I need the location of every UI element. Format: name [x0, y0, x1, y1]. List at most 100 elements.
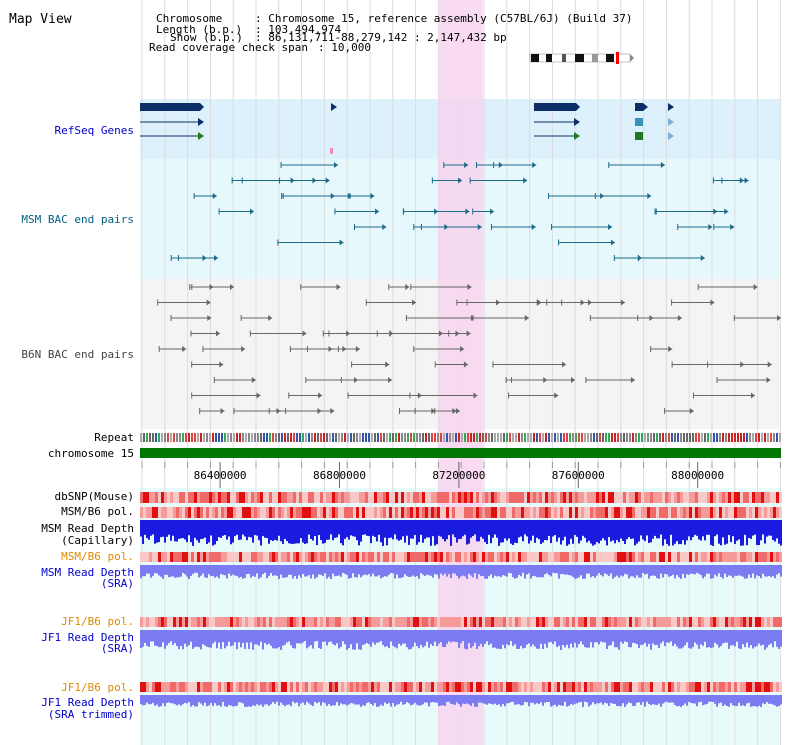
depth-bar	[156, 565, 158, 574]
msm-bac-pair-arrow	[744, 177, 749, 184]
polymorphism-cell	[584, 552, 587, 562]
depth-bar	[540, 695, 542, 703]
depth-bar	[690, 695, 692, 703]
chromosome-ideogram[interactable]	[529, 52, 634, 64]
polymorphism-cell	[764, 507, 767, 518]
depth-bar	[300, 630, 302, 644]
depth-bar	[162, 520, 164, 537]
depth-bar	[384, 695, 386, 703]
polymorphism-cell	[677, 617, 680, 627]
depth-bar	[570, 695, 572, 705]
depth-bar	[392, 630, 394, 646]
repeat-mark	[659, 433, 661, 442]
repeat-mark	[650, 433, 652, 442]
polymorphism-cell	[272, 552, 275, 562]
depth-bar	[586, 565, 588, 574]
depth-bar	[484, 630, 486, 644]
depth-bar	[634, 695, 636, 706]
depth-bar	[730, 565, 732, 576]
repeat-mark	[485, 433, 487, 442]
depth-bar	[340, 520, 342, 544]
depth-bar	[218, 565, 220, 579]
polymorphism-cell	[377, 492, 380, 503]
polymorphism-cell	[770, 682, 773, 692]
depth-bar	[180, 695, 182, 706]
depth-bar	[530, 520, 532, 541]
depth-bar	[268, 695, 270, 706]
b6n-bac-pair-arrow	[387, 377, 392, 383]
depth-bar	[142, 520, 144, 545]
polymorphism-cell	[764, 492, 767, 503]
depth-bar	[726, 630, 728, 643]
gene-feature	[635, 103, 643, 111]
depth-bar	[240, 565, 242, 577]
polymorphism-cell	[686, 617, 689, 627]
polymorphism-cell	[581, 492, 584, 503]
polymorphism-cell	[479, 682, 482, 692]
depth-bar	[416, 565, 418, 577]
polymorphism-cell	[368, 492, 371, 503]
depth-bar	[422, 565, 424, 575]
polymorphism-cell	[278, 492, 281, 503]
depth-bar	[596, 565, 598, 576]
polymorphism-cell	[371, 492, 374, 503]
repeat-track[interactable]	[140, 433, 781, 442]
polymorphism-cell	[446, 617, 449, 627]
polymorphism-cell	[293, 617, 296, 627]
depth-bar	[182, 695, 184, 705]
depth-bar	[474, 695, 476, 707]
depth-bar	[352, 565, 354, 574]
jf1-depth-trim-label: JF1 Read Depth	[41, 696, 134, 709]
polymorphism-cell	[158, 552, 161, 562]
depth-bar	[400, 520, 402, 540]
repeat-mark	[368, 433, 370, 442]
depth-bar	[422, 520, 424, 543]
depth-bar	[406, 630, 408, 648]
polymorphism-cell	[629, 617, 632, 627]
depth-bar	[244, 630, 246, 649]
depth-bar	[534, 695, 536, 705]
depth-bar	[416, 520, 418, 545]
depth-bar	[492, 520, 494, 538]
depth-bar	[320, 565, 322, 575]
polymorphism-cell	[266, 507, 269, 518]
read-depth-tracks[interactable]	[140, 520, 782, 707]
polymorphism-cell	[698, 552, 701, 562]
depth-bar	[652, 630, 654, 644]
chromosome-bar[interactable]	[140, 448, 781, 458]
polymorphism-cell	[455, 507, 458, 518]
depth-bar	[574, 565, 576, 579]
polymorphism-tracks[interactable]	[140, 492, 782, 692]
depth-bar	[560, 520, 562, 545]
refseq-gene-features[interactable]	[140, 103, 674, 154]
depth-bar	[456, 565, 458, 576]
polymorphism-cell	[143, 552, 146, 562]
polymorphism-cell	[371, 507, 374, 518]
depth-bar	[582, 520, 584, 536]
depth-bar	[670, 695, 672, 703]
depth-bar	[192, 695, 194, 706]
depth-bar	[472, 630, 474, 647]
polymorphism-cell	[428, 682, 431, 692]
polymorphism-cell	[761, 682, 764, 692]
b6n-bac-pair-arrow	[318, 392, 323, 399]
depth-bar	[342, 565, 344, 573]
msm-bac-features[interactable]	[170, 162, 749, 261]
polymorphism-cell	[191, 682, 194, 692]
depth-bar	[554, 520, 556, 536]
repeat-mark	[419, 433, 421, 442]
depth-bar	[400, 630, 402, 646]
polymorphism-cell	[716, 492, 719, 503]
polymorphism-cell	[338, 617, 341, 627]
polymorphism-cell	[728, 552, 731, 562]
b6n-bac-features[interactable]	[157, 284, 781, 414]
depth-bar	[674, 520, 676, 544]
depth-bar	[172, 630, 174, 645]
polymorphism-cell	[662, 507, 665, 518]
depth-bar	[460, 630, 462, 644]
polymorphism-cell	[590, 492, 593, 503]
polymorphism-cell	[560, 492, 563, 503]
polymorphism-cell	[263, 617, 266, 627]
polymorphism-cell	[674, 682, 677, 692]
